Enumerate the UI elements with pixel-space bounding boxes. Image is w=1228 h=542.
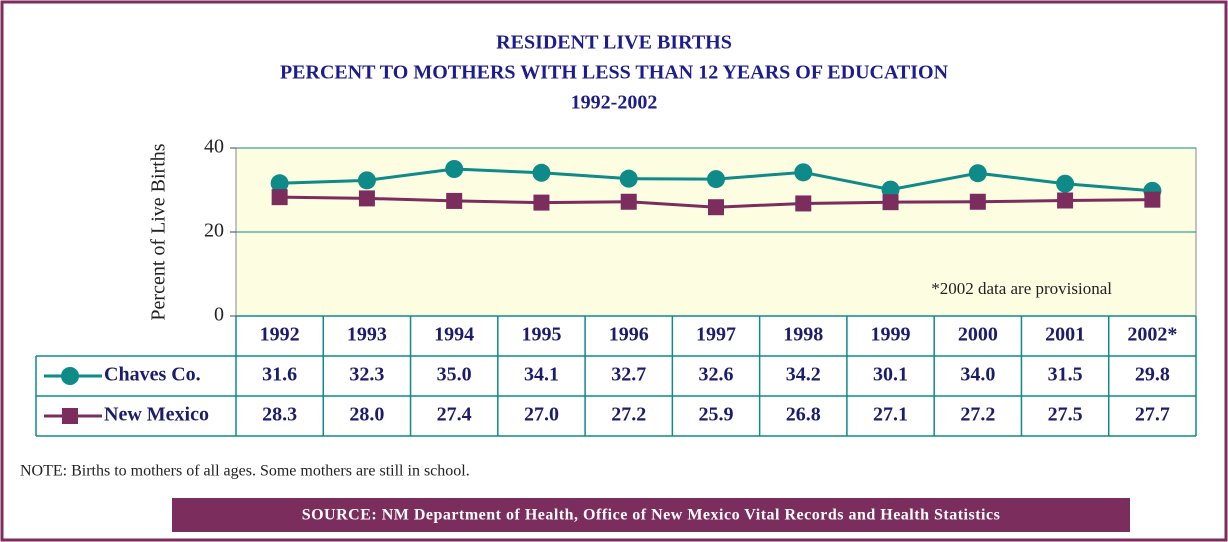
data-label: 27.2: [960, 404, 995, 426]
data-label: 32.3: [349, 364, 384, 386]
data-label: 27.5: [1048, 404, 1083, 426]
marker: [1057, 192, 1074, 209]
marker: [794, 163, 813, 182]
y-tick-label: 40: [204, 136, 224, 158]
marker: [881, 180, 900, 199]
marker: [795, 195, 812, 212]
data-label: 26.8: [786, 404, 821, 426]
x-tick-label: 2002*: [1127, 324, 1177, 346]
marker: [969, 193, 986, 210]
marker: [1056, 174, 1075, 193]
marker: [707, 170, 725, 189]
y-tick-label: 0: [214, 304, 224, 326]
data-label: 28.3: [262, 404, 297, 426]
marker: [445, 160, 464, 178]
data-label: 27.7: [1135, 404, 1170, 426]
x-tick-label: 1993: [347, 324, 387, 346]
x-tick-label: 1994: [434, 324, 474, 346]
annotation: *2002 data are provisional: [931, 279, 1112, 298]
chart-title: RESIDENT LIVE BIRTHS: [496, 32, 732, 54]
data-label: 31.6: [262, 364, 297, 386]
chart-title: 1992-2002: [571, 92, 658, 114]
x-tick-label: 2000: [958, 324, 998, 346]
marker: [1144, 191, 1161, 208]
marker: [532, 163, 551, 182]
marker: [619, 169, 638, 188]
y-tick-label: 20: [204, 220, 224, 242]
data-label: 25.9: [699, 404, 734, 426]
x-tick-label: 1998: [783, 324, 823, 346]
y-axis-label: Percent of Live Births: [148, 143, 170, 320]
x-tick-label: 1995: [521, 324, 561, 346]
x-tick-label: 1997: [696, 324, 736, 346]
source-bar: [172, 498, 1130, 532]
x-tick-label: 1999: [871, 324, 911, 346]
data-label: 34.0: [960, 364, 995, 386]
marker: [882, 194, 899, 211]
marker: [62, 408, 78, 424]
note: NOTE: Births to mothers of all ages. Som…: [20, 463, 470, 480]
data-label: 27.0: [524, 404, 559, 426]
marker: [533, 194, 550, 211]
marker: [357, 171, 376, 190]
data-label: 27.1: [873, 404, 908, 426]
data-label: 29.8: [1135, 364, 1170, 386]
data-label: 34.2: [786, 364, 821, 386]
marker: [270, 174, 289, 193]
x-tick-label: 1996: [609, 324, 649, 346]
data-label: 32.7: [611, 364, 646, 386]
x-tick-label: 2001: [1045, 324, 1085, 346]
marker: [271, 189, 288, 206]
source: SOURCE: NM Department of Health, Office …: [302, 507, 1001, 524]
marker: [358, 190, 375, 207]
data-label: 28.0: [349, 404, 384, 426]
data-label: 32.6: [699, 364, 734, 386]
legend-label: Chaves Co.: [104, 364, 201, 386]
data-label: 27.2: [611, 404, 646, 426]
marker: [620, 193, 637, 210]
data-label: 34.1: [524, 364, 559, 386]
data-label: 31.5: [1048, 364, 1083, 386]
marker: [708, 199, 724, 216]
chart-title: PERCENT TO MOTHERS WITH LESS THAN 12 YEA…: [280, 62, 949, 84]
data-label: 35.0: [437, 364, 472, 386]
x-tick-label: 1992: [260, 324, 300, 346]
data-label: 27.4: [437, 404, 472, 426]
data-label: 30.1: [873, 364, 908, 386]
marker: [968, 164, 987, 183]
marker: [446, 192, 463, 209]
legend-label: New Mexico: [104, 404, 209, 426]
marker: [61, 367, 79, 385]
